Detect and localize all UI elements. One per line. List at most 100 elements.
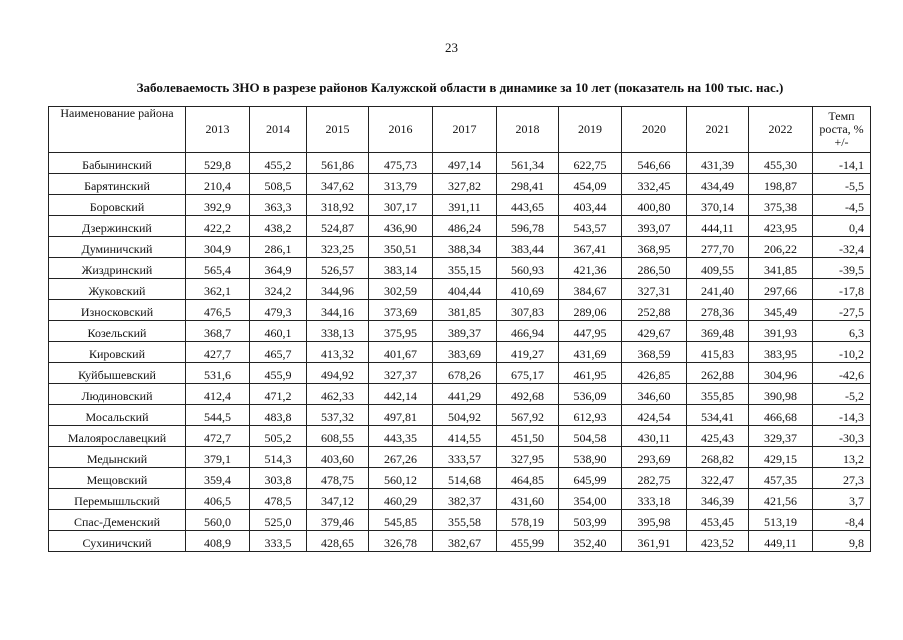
value-cell: 503,99 bbox=[558, 509, 622, 531]
district-cell: Износковский bbox=[48, 299, 186, 321]
header-cell: 2015 bbox=[306, 106, 369, 153]
value-cell: 567,92 bbox=[496, 404, 559, 426]
value-cell: 428,65 bbox=[306, 530, 369, 552]
value-cell: 332,45 bbox=[621, 173, 687, 195]
value-cell: 9,8 bbox=[812, 530, 871, 552]
value-cell: 560,93 bbox=[496, 257, 559, 279]
value-cell: 460,29 bbox=[368, 488, 433, 510]
value-cell: 475,73 bbox=[368, 152, 433, 174]
value-cell: 472,7 bbox=[185, 425, 250, 447]
value-cell: 436,90 bbox=[368, 215, 433, 237]
value-cell: 304,9 bbox=[185, 236, 250, 258]
value-cell: 423,52 bbox=[686, 530, 749, 552]
value-cell: 267,26 bbox=[368, 446, 433, 468]
value-cell: 478,75 bbox=[306, 467, 369, 489]
value-cell: 531,6 bbox=[185, 362, 250, 384]
table-row: Боровский 392,9 363,3 318,92 307,17 391,11 443… bbox=[48, 194, 871, 216]
value-cell: 368,59 bbox=[621, 341, 687, 363]
value-cell: 421,36 bbox=[558, 257, 622, 279]
value-cell: 505,2 bbox=[249, 425, 307, 447]
value-cell: 347,62 bbox=[306, 173, 369, 195]
value-cell: 431,60 bbox=[496, 488, 559, 510]
value-cell: 461,95 bbox=[558, 362, 622, 384]
value-cell: 323,25 bbox=[306, 236, 369, 258]
value-cell: 546,66 bbox=[621, 152, 687, 174]
value-cell: 346,39 bbox=[686, 488, 749, 510]
district-cell: Бабынинский bbox=[48, 152, 186, 174]
value-cell: 369,48 bbox=[686, 320, 749, 342]
value-cell: 393,07 bbox=[621, 215, 687, 237]
value-cell: 206,22 bbox=[748, 236, 813, 258]
value-cell: -4,5 bbox=[812, 194, 871, 216]
value-cell: 426,85 bbox=[621, 362, 687, 384]
district-cell: Мещовский bbox=[48, 467, 186, 489]
value-cell: 526,57 bbox=[306, 257, 369, 279]
table-row: Козельский 368,7 460,1 338,13 375,95 389,37 46… bbox=[48, 320, 871, 342]
value-cell: 375,38 bbox=[748, 194, 813, 216]
value-cell: 282,75 bbox=[621, 467, 687, 489]
value-cell: 384,67 bbox=[558, 278, 622, 300]
value-cell: 364,9 bbox=[249, 257, 307, 279]
value-cell: 303,8 bbox=[249, 467, 307, 489]
value-cell: 383,69 bbox=[432, 341, 497, 363]
table-row: Думиничский 304,9 286,1 323,25 350,51 388,34 3… bbox=[48, 236, 871, 258]
value-cell: -30,3 bbox=[812, 425, 871, 447]
table-row: Медынский 379,1 514,3 403,60 267,26 333,57 327… bbox=[48, 446, 871, 468]
value-cell: 497,14 bbox=[432, 152, 497, 174]
value-cell: 278,36 bbox=[686, 299, 749, 321]
header-cell: 2018 bbox=[496, 106, 559, 153]
table-row: Дзержинский 422,2 438,2 524,87 436,90 486,24 5… bbox=[48, 215, 871, 237]
value-cell: 383,44 bbox=[496, 236, 559, 258]
value-cell: 449,11 bbox=[748, 530, 813, 552]
value-cell: 455,99 bbox=[496, 530, 559, 552]
header-row: Наименование района 2013 2014 2015 2016 2017 2… bbox=[48, 106, 871, 153]
value-cell: -17,8 bbox=[812, 278, 871, 300]
value-cell: 355,58 bbox=[432, 509, 497, 531]
value-cell: 471,2 bbox=[249, 383, 307, 405]
value-cell: 327,95 bbox=[496, 446, 559, 468]
value-cell: 355,15 bbox=[432, 257, 497, 279]
header-cell: 2014 bbox=[249, 106, 307, 153]
table-row: Сухиничский 408,9 333,5 428,65 326,78 382,67 4… bbox=[48, 530, 871, 552]
value-cell: 347,12 bbox=[306, 488, 369, 510]
value-cell: 333,5 bbox=[249, 530, 307, 552]
value-cell: 476,5 bbox=[185, 299, 250, 321]
value-cell: 596,78 bbox=[496, 215, 559, 237]
value-cell: 286,50 bbox=[621, 257, 687, 279]
value-cell: 524,87 bbox=[306, 215, 369, 237]
value-cell: 388,34 bbox=[432, 236, 497, 258]
value-cell: 286,1 bbox=[249, 236, 307, 258]
value-cell: 346,60 bbox=[621, 383, 687, 405]
value-cell: 361,91 bbox=[621, 530, 687, 552]
table-row: Жуковский 362,1 324,2 344,96 302,59 404,44 410… bbox=[48, 278, 871, 300]
value-cell: 406,5 bbox=[185, 488, 250, 510]
value-cell: 429,15 bbox=[748, 446, 813, 468]
table-row: Жиздринский 565,4 364,9 526,57 383,14 355,15 5… bbox=[48, 257, 871, 279]
value-cell: 419,27 bbox=[496, 341, 559, 363]
table-row: Куйбышевский 531,6 455,9 494,92 327,37 678,26… bbox=[48, 362, 871, 384]
value-cell: 430,11 bbox=[621, 425, 687, 447]
table-title: Заболеваемость ЗНО в разрезе районов Кал… bbox=[136, 80, 784, 95]
header-cell: Наименование района bbox=[48, 106, 186, 153]
value-cell: 561,34 bbox=[496, 152, 559, 174]
table-row: Бабынинский 529,8 455,2 561,86 475,73 497,14 5… bbox=[48, 152, 871, 174]
value-cell: 421,56 bbox=[748, 488, 813, 510]
header-cell: 2022 bbox=[748, 106, 813, 153]
value-cell: 373,69 bbox=[368, 299, 433, 321]
value-cell: 427,7 bbox=[185, 341, 250, 363]
value-cell: 341,85 bbox=[748, 257, 813, 279]
value-cell: -42,6 bbox=[812, 362, 871, 384]
value-cell: 262,88 bbox=[686, 362, 749, 384]
value-cell: 444,11 bbox=[686, 215, 749, 237]
value-cell: 252,88 bbox=[621, 299, 687, 321]
value-cell: 441,29 bbox=[432, 383, 497, 405]
value-cell: 464,85 bbox=[496, 467, 559, 489]
value-cell: 453,45 bbox=[686, 509, 749, 531]
district-cell: Боровский bbox=[48, 194, 186, 216]
value-cell: 504,58 bbox=[558, 425, 622, 447]
value-cell: 529,8 bbox=[185, 152, 250, 174]
page-number: 23 bbox=[445, 40, 458, 55]
district-cell: Сухиничский bbox=[48, 530, 186, 552]
value-cell: 545,85 bbox=[368, 509, 433, 531]
value-cell: 537,32 bbox=[306, 404, 369, 426]
